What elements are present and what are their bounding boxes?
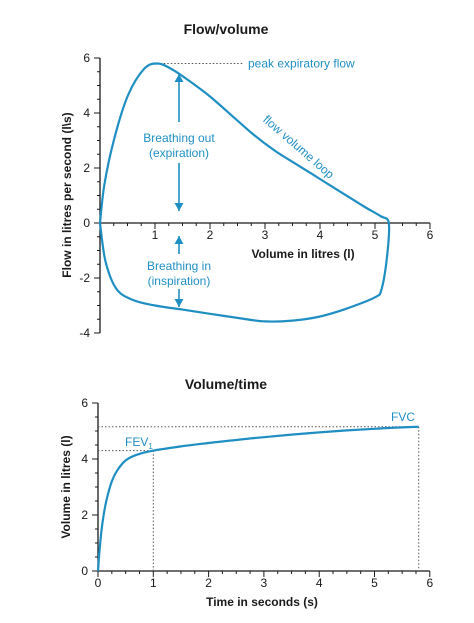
x-tick-label: 2	[207, 228, 214, 242]
inspiration-label-line2: (inspiration)	[148, 274, 211, 288]
fev1-label: FEV1	[125, 435, 153, 451]
expiration-arrow-up-head	[174, 74, 184, 82]
inspiration-arrow-down-head	[174, 299, 184, 307]
x-tick-label: 6	[427, 228, 434, 242]
x-tick-label: 6	[426, 576, 433, 590]
x-tick-label: 1	[150, 576, 157, 590]
y-axis-label: Flow in litres per second (l\s)	[60, 112, 74, 277]
x-tick-label: 5	[371, 576, 378, 590]
x-tick-label: 3	[262, 228, 269, 242]
x-tick-label: 4	[316, 576, 323, 590]
y-tick-label: 0	[83, 216, 90, 230]
series-flow-volume-loop	[98, 62, 391, 323]
x-tick-label: 3	[261, 576, 268, 590]
y-tick-label: 6	[81, 396, 88, 410]
y-tick-label: -2	[79, 271, 90, 285]
series-volume-time	[96, 425, 419, 572]
inspiration-label-line1: Breathing in	[147, 259, 211, 273]
expiration-label-line1: Breathing out	[143, 131, 215, 145]
y-axis-label: Volume in litres (l)	[59, 435, 73, 538]
y-tick-label: 2	[81, 508, 88, 522]
chart-title: Volume/time	[185, 376, 267, 392]
y-tick-label: 2	[83, 161, 90, 175]
flow-volume-chart: Flow/volume -4 -2 0 2 4 6 1 2 3 4 5 6 Volume in litre…	[60, 21, 434, 340]
fev1-subscript: 1	[148, 442, 153, 451]
x-tick-label: 5	[372, 228, 379, 242]
expiration-arrow-down-head	[174, 203, 184, 211]
x-tick-label: 4	[317, 228, 324, 242]
x-tick-label: 0	[95, 576, 102, 590]
y-tick-label: 0	[81, 564, 88, 578]
volume-time-chart: Volume/time 0 2 4 6 0 1 2 3 4 5 6 Time in seconds (s…	[59, 376, 433, 609]
y-tick-label: -4	[79, 326, 90, 340]
x-axis-label: Volume in litres (l)	[251, 247, 354, 261]
inspiration-arrow-up-head	[174, 236, 184, 244]
x-tick-label: 1	[152, 228, 159, 242]
peak-label: peak expiratory flow	[248, 57, 355, 71]
y-tick-label: 4	[83, 106, 90, 120]
expiration-label-line2: (expiration)	[149, 146, 209, 160]
chart-title: Flow/volume	[184, 21, 269, 37]
loop-label: flow volume loop	[260, 112, 337, 181]
fvc-label: FVC	[391, 410, 415, 424]
x-tick-label: 2	[205, 576, 212, 590]
y-tick-label: 4	[81, 452, 88, 466]
x-axis-label: Time in seconds (s)	[206, 595, 318, 609]
y-tick-label: 6	[83, 51, 90, 65]
